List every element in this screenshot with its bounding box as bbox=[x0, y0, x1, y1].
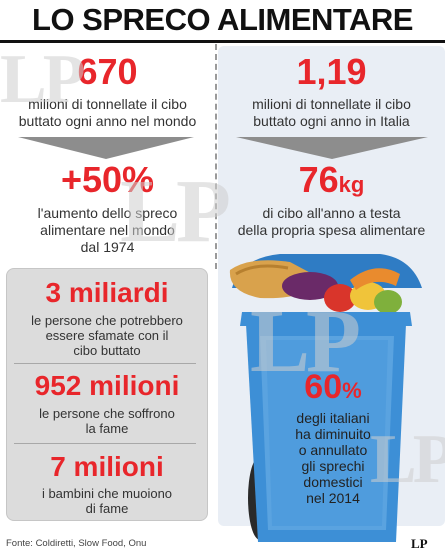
stat-hungry-line2: la fame bbox=[85, 421, 129, 436]
watermark-logo: LP bbox=[250, 292, 361, 391]
recycling-bin-illustration bbox=[229, 254, 422, 542]
bin-text-line3: o annullato bbox=[298, 442, 368, 458]
bin-percent: 60% bbox=[268, 369, 398, 409]
stat-hungry-value: 952 milioni bbox=[34, 370, 180, 401]
world-waste-text-line2: buttato ogni anno nel mondo bbox=[18, 113, 197, 129]
left-down-arrow bbox=[18, 137, 194, 159]
bin-text-line5: domestici bbox=[303, 474, 363, 490]
title-underline bbox=[0, 40, 445, 43]
eggplant-shape bbox=[282, 272, 338, 300]
per-capita-value: 76kg bbox=[218, 160, 445, 205]
per-capita-unit: kg bbox=[338, 172, 365, 197]
stat-children-value: 7 milioni bbox=[50, 451, 164, 482]
hunger-stats-box bbox=[6, 268, 208, 521]
stat-children-line1: i bambini che muoiono bbox=[41, 486, 173, 501]
world-waste-text-line1: milioni di tonnellate il cibo bbox=[28, 96, 187, 112]
watermark-logo: LP bbox=[0, 41, 85, 118]
per-capita-text-line1: di cibo all'anno a testa bbox=[262, 205, 401, 221]
publisher-logo: LP bbox=[411, 536, 428, 550]
increase-text-line2: alimentare nel mondo bbox=[40, 222, 175, 238]
bin-text-line2: ha diminuito bbox=[295, 426, 371, 442]
stat-billions-value: 3 miliardi bbox=[45, 277, 169, 308]
stats-separator bbox=[14, 443, 196, 444]
right-down-arrow bbox=[236, 137, 428, 159]
watermark-logo: LP bbox=[370, 421, 445, 498]
per-capita-number: 76 bbox=[298, 159, 339, 200]
bin-percent-unit: % bbox=[342, 378, 362, 403]
lettuce-shape bbox=[374, 290, 402, 314]
source-note: Fonte: Coldiretti, Slow Food, Onu bbox=[6, 538, 147, 549]
increase-text-line1: l'aumento dello spreco bbox=[37, 205, 178, 221]
tomato-shape bbox=[324, 284, 356, 312]
carrot-shape bbox=[350, 268, 400, 290]
increase-text-line3: dal 1974 bbox=[80, 239, 135, 255]
italy-waste-text-line2: buttato ogni anno in Italia bbox=[253, 113, 410, 129]
italy-waste-value: 1,19 bbox=[296, 51, 367, 92]
bin-text-line1: degli italiani bbox=[296, 410, 370, 426]
bin-rim bbox=[240, 312, 412, 326]
stat-children-line2: di fame bbox=[85, 501, 129, 516]
bin-percent-number: 60 bbox=[304, 368, 343, 406]
bin-text-line4: gli sprechi bbox=[301, 458, 365, 474]
bin-text-line6: nel 2014 bbox=[306, 490, 360, 506]
column-divider bbox=[215, 44, 217, 269]
stat-billions-line1: le persone che potrebbero bbox=[31, 313, 183, 328]
stat-billions-line2: essere sfamate con il bbox=[45, 328, 169, 343]
svg-text:LP: LP bbox=[411, 536, 428, 550]
increase-value: +50% bbox=[60, 159, 155, 200]
stat-billions-line3: cibo buttato bbox=[73, 343, 141, 358]
watermark-logo: LP bbox=[120, 162, 231, 261]
italy-waste-text-line1: milioni di tonnellate il cibo bbox=[252, 96, 411, 112]
per-capita-text-line2: della propria spesa alimentare bbox=[237, 222, 426, 238]
stat-hungry-line1: le persone che soffrono bbox=[39, 406, 175, 421]
bin-front-panel bbox=[260, 336, 394, 530]
page-title: LO SPRECO ALIMENTARE bbox=[32, 2, 413, 37]
world-waste-value: 670 bbox=[77, 51, 138, 92]
stats-separator bbox=[14, 363, 196, 364]
